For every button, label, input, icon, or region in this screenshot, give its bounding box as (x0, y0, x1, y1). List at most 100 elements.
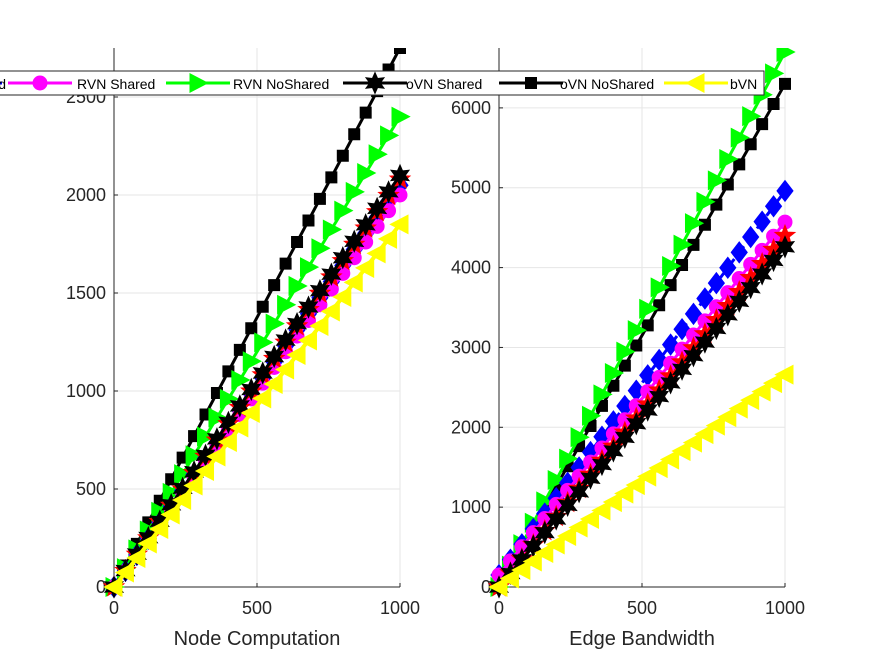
data-point (343, 272, 363, 293)
series-ovn-shared (488, 235, 796, 599)
data-point (389, 163, 411, 188)
data-point (742, 106, 762, 127)
data-point (593, 384, 613, 405)
data-point (580, 466, 601, 490)
data-point (618, 359, 631, 372)
y-tick-label: 500 (76, 479, 106, 499)
data-point (322, 219, 343, 240)
data-point (546, 507, 567, 531)
data-point (730, 241, 748, 264)
data-point (751, 381, 771, 402)
data-point (671, 357, 693, 381)
legend-entry: bVN (664, 72, 757, 94)
data-point (756, 118, 769, 131)
data-point (671, 441, 691, 462)
data-point (265, 313, 285, 334)
legend-label: RVN NoShared (233, 76, 329, 92)
data-point (380, 125, 400, 146)
data-point (762, 373, 783, 394)
series-bvn (103, 214, 409, 598)
data-point (641, 319, 654, 332)
data-point (616, 341, 636, 362)
data-point (522, 551, 542, 572)
legend-label: RVN Shared (77, 76, 155, 92)
data-point (659, 449, 680, 470)
data-point (673, 234, 693, 255)
series-bvn (488, 364, 794, 598)
data-point (320, 301, 340, 322)
data-point (231, 369, 251, 391)
data-point (706, 316, 727, 341)
data-point (185, 445, 205, 466)
data-point (559, 448, 579, 469)
data-point (729, 289, 750, 313)
data-point (568, 480, 590, 504)
data-point (309, 279, 331, 303)
data-point (332, 286, 352, 307)
data-point (171, 489, 192, 511)
data-point (648, 458, 668, 479)
data-point (627, 320, 647, 341)
series-group (102, 48, 412, 599)
data-point (728, 398, 748, 419)
data-point (776, 179, 794, 203)
data-point (660, 371, 681, 395)
series-rvn-noshared (105, 106, 411, 598)
y-tick-label: 4000 (451, 258, 491, 278)
data-point (650, 277, 670, 298)
legend-marker (189, 72, 209, 94)
legend: d RVN Shared RVN NoShared oVN Shared oVN NoS… (0, 70, 765, 96)
data-point (277, 294, 297, 315)
y-tick-label: 1500 (66, 283, 106, 303)
data-point (197, 426, 217, 447)
data-point (332, 246, 353, 270)
data-point (764, 195, 783, 218)
data-point (256, 300, 269, 313)
y-tick-label: 1000 (66, 381, 106, 401)
data-point (245, 322, 258, 335)
data-point (582, 405, 602, 426)
data-point (591, 500, 611, 521)
x-tick-label: 0 (109, 598, 119, 618)
data-point (625, 475, 645, 496)
legend-marker (685, 72, 705, 94)
data-point (626, 412, 647, 436)
y-tick-label: 0 (96, 577, 106, 597)
data-point (637, 398, 658, 422)
data-point (241, 377, 262, 402)
data-point (389, 214, 409, 235)
data-point (344, 229, 365, 253)
data-point (767, 98, 780, 111)
data-point (698, 218, 711, 231)
data-point (391, 106, 411, 127)
data-point (291, 236, 304, 249)
y-tick-label: 1000 (451, 497, 491, 517)
data-point (604, 362, 625, 384)
data-point (242, 351, 262, 372)
y-tick-label: 2000 (451, 417, 491, 437)
data-point (286, 311, 308, 336)
data-point (705, 415, 725, 436)
data-point (217, 431, 237, 452)
data-point (721, 178, 734, 191)
y-tick-label: 0 (481, 577, 491, 597)
data-point (218, 410, 239, 434)
legend-label: bVN (730, 76, 757, 92)
data-point (359, 106, 372, 119)
data-point (707, 170, 728, 191)
data-point (661, 333, 680, 356)
data-point (325, 171, 338, 184)
data-point (275, 328, 296, 352)
legend-marker (364, 71, 386, 95)
data-point (357, 163, 377, 184)
data-point (355, 257, 375, 278)
data-point (602, 492, 622, 513)
data-point (345, 181, 365, 202)
y-tick-label: 5000 (451, 178, 491, 198)
data-point (302, 214, 315, 227)
data-point (752, 262, 773, 286)
data-point (570, 427, 590, 448)
legend-marker (525, 77, 537, 89)
data-point (348, 128, 361, 141)
